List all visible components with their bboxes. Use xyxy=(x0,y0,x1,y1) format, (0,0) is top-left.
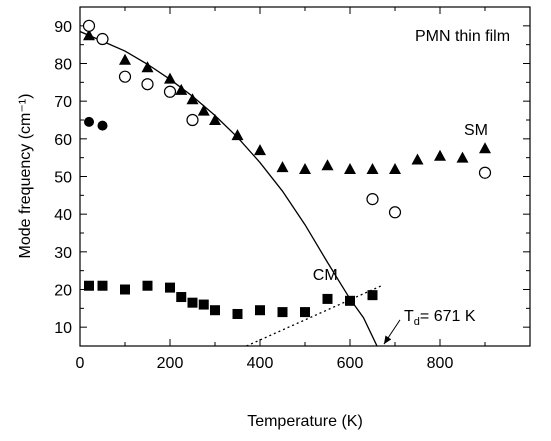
square-point xyxy=(232,308,243,319)
triangle-point xyxy=(254,144,266,156)
fit-lines xyxy=(80,30,382,346)
square-point xyxy=(210,305,220,316)
triangle-point xyxy=(141,61,154,73)
square-point xyxy=(300,307,310,318)
triangle-point xyxy=(456,151,469,163)
square-point xyxy=(176,292,187,303)
square-point xyxy=(187,297,198,308)
td-suffix: = 671 K xyxy=(420,308,476,325)
filled-circle-point xyxy=(97,120,108,131)
td-subscript: d xyxy=(414,316,420,328)
triangle-point xyxy=(231,129,244,141)
triangle-point xyxy=(434,149,446,161)
td-annotation: Td= 671 K xyxy=(383,308,476,345)
x-tick-label: 400 xyxy=(247,355,274,372)
data-points xyxy=(82,19,492,319)
filled-circle-point xyxy=(84,116,94,127)
triangle-point xyxy=(83,29,95,41)
triangle-point xyxy=(389,162,401,174)
triangle-point xyxy=(209,114,221,125)
open-circle-point xyxy=(118,70,132,83)
y-axis-title: Mode frequency (cm⁻¹) xyxy=(17,94,34,259)
y-tick-label: 60 xyxy=(54,132,72,149)
x-axis-title: Temperature (K) xyxy=(247,413,363,430)
open-circle-point xyxy=(388,206,402,219)
x-tick-label: 600 xyxy=(337,355,364,372)
cm-trend-line xyxy=(246,285,382,346)
y-tick-label: 10 xyxy=(54,320,72,337)
sm-fit-curve xyxy=(80,30,378,346)
triangle-point xyxy=(321,159,334,171)
square-point xyxy=(367,290,378,301)
triangle-point xyxy=(479,142,491,154)
annotation-cm-label: CM xyxy=(313,267,338,284)
open-circle-point xyxy=(82,19,96,32)
triangle-point xyxy=(299,162,311,174)
annotation-sm-label: SM xyxy=(464,122,488,139)
triangle-point xyxy=(344,162,356,174)
plot-frame xyxy=(79,6,531,347)
triangle-point xyxy=(197,104,210,116)
square-point xyxy=(255,305,265,316)
x-tick-label: 0 xyxy=(76,355,85,372)
annotation-sample-label: PMN thin film xyxy=(415,28,510,45)
tick-labels: 0 200 400 600 800 10 20 30 40 50 60 70 80 90 xyxy=(54,19,453,372)
open-circle-point xyxy=(478,166,492,179)
open-circle-point xyxy=(366,193,379,206)
y-tick-label: 50 xyxy=(54,170,72,187)
y-tick-label: 80 xyxy=(54,57,72,74)
open-circle-point xyxy=(96,32,109,46)
triangle-point xyxy=(175,83,188,95)
triangle-point xyxy=(164,72,176,84)
square-point xyxy=(142,280,153,291)
triangle-point xyxy=(119,53,131,65)
open-circle-point xyxy=(163,85,177,98)
axis-ticks xyxy=(79,6,531,347)
square-point xyxy=(277,307,288,318)
td-label: Td= 671 K xyxy=(404,308,476,328)
y-tick-label: 30 xyxy=(54,245,72,262)
square-point xyxy=(120,284,130,295)
square-point xyxy=(165,282,175,293)
square-point xyxy=(198,299,209,310)
x-tick-label: 200 xyxy=(157,355,184,372)
td-arrowhead xyxy=(383,335,392,345)
square-point xyxy=(84,280,94,291)
square-point xyxy=(322,293,333,304)
open-circle-point xyxy=(141,78,154,91)
open-circle-point xyxy=(186,113,199,127)
y-tick-label: 40 xyxy=(54,207,72,224)
y-tick-label: 90 xyxy=(54,19,72,36)
square-point xyxy=(345,295,355,306)
triangle-point xyxy=(366,162,379,174)
y-tick-label: 20 xyxy=(54,283,72,300)
square-point xyxy=(97,280,108,291)
td-prefix: T xyxy=(404,308,414,325)
triangle-point xyxy=(276,161,289,173)
y-tick-label: 70 xyxy=(54,94,72,111)
triangle-point xyxy=(186,93,199,105)
triangle-point xyxy=(411,153,424,165)
x-tick-label: 800 xyxy=(427,355,454,372)
